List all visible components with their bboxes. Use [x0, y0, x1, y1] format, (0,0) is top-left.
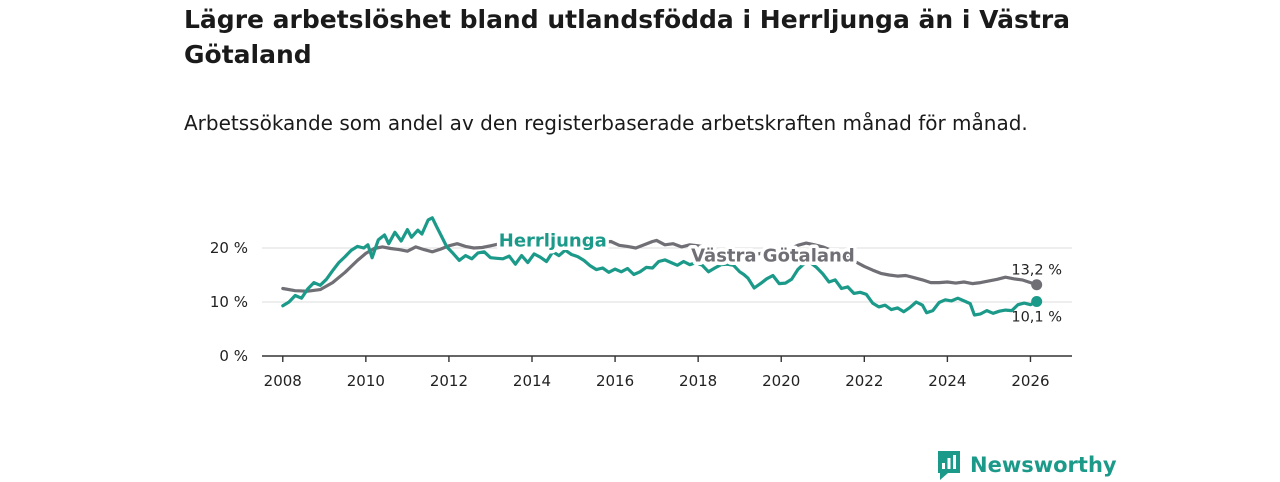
- chart-title: Lägre arbetslöshet bland utlandsfödda i …: [184, 5, 1071, 69]
- grid-layer: [262, 247, 1072, 303]
- series-end-label: 10,1 %: [1011, 309, 1062, 325]
- series-label: Herrljunga: [499, 230, 607, 251]
- newsworthy-logo: Newsworthy: [936, 448, 1117, 482]
- axis-layer: 0 % 10 % 20 % 2008 2010 2012 2014 2016 2018 2020 2…: [210, 239, 1072, 390]
- series-layer: [281, 216, 1043, 317]
- series-line-vastra-gotaland: [281, 238, 1039, 293]
- y-tick-label: 0 %: [219, 347, 248, 365]
- y-tick-label: 20 %: [210, 239, 248, 257]
- x-tick-label: 2016: [596, 372, 634, 390]
- series-label-halo: Herrljunga: [499, 230, 607, 251]
- newsworthy-logo-icon: [938, 451, 960, 480]
- series-end-label: 13,2 %: [1011, 263, 1062, 279]
- series-label-halo: Västra Götaland: [691, 246, 855, 267]
- series-label: Västra Götaland: [691, 246, 855, 267]
- x-tick-label: 2022: [845, 372, 883, 390]
- x-tick-label: 2024: [928, 372, 966, 390]
- x-tick-label: 2026: [1011, 372, 1049, 390]
- x-tick-label: 2012: [430, 372, 468, 390]
- x-tick-label: 2008: [264, 372, 302, 390]
- y-tick-label: 10 %: [210, 293, 248, 311]
- series-end-marker: [1031, 295, 1043, 307]
- brand-name: Newsworthy: [970, 453, 1117, 477]
- x-tick-label: 2014: [513, 372, 551, 390]
- chart-subtitle: Arbetssökande som andel av den registerb…: [184, 111, 1028, 135]
- x-tick-label: 2020: [762, 372, 800, 390]
- x-tick-label: 2010: [347, 372, 385, 390]
- x-tick-label: 2018: [679, 372, 717, 390]
- line-chart: 0 % 10 % 20 % 2008 2010 2012 2014 2016 2018 2020 2…: [210, 216, 1072, 390]
- series-line-herrljunga: [281, 216, 1039, 317]
- series-end-marker: [1031, 279, 1043, 291]
